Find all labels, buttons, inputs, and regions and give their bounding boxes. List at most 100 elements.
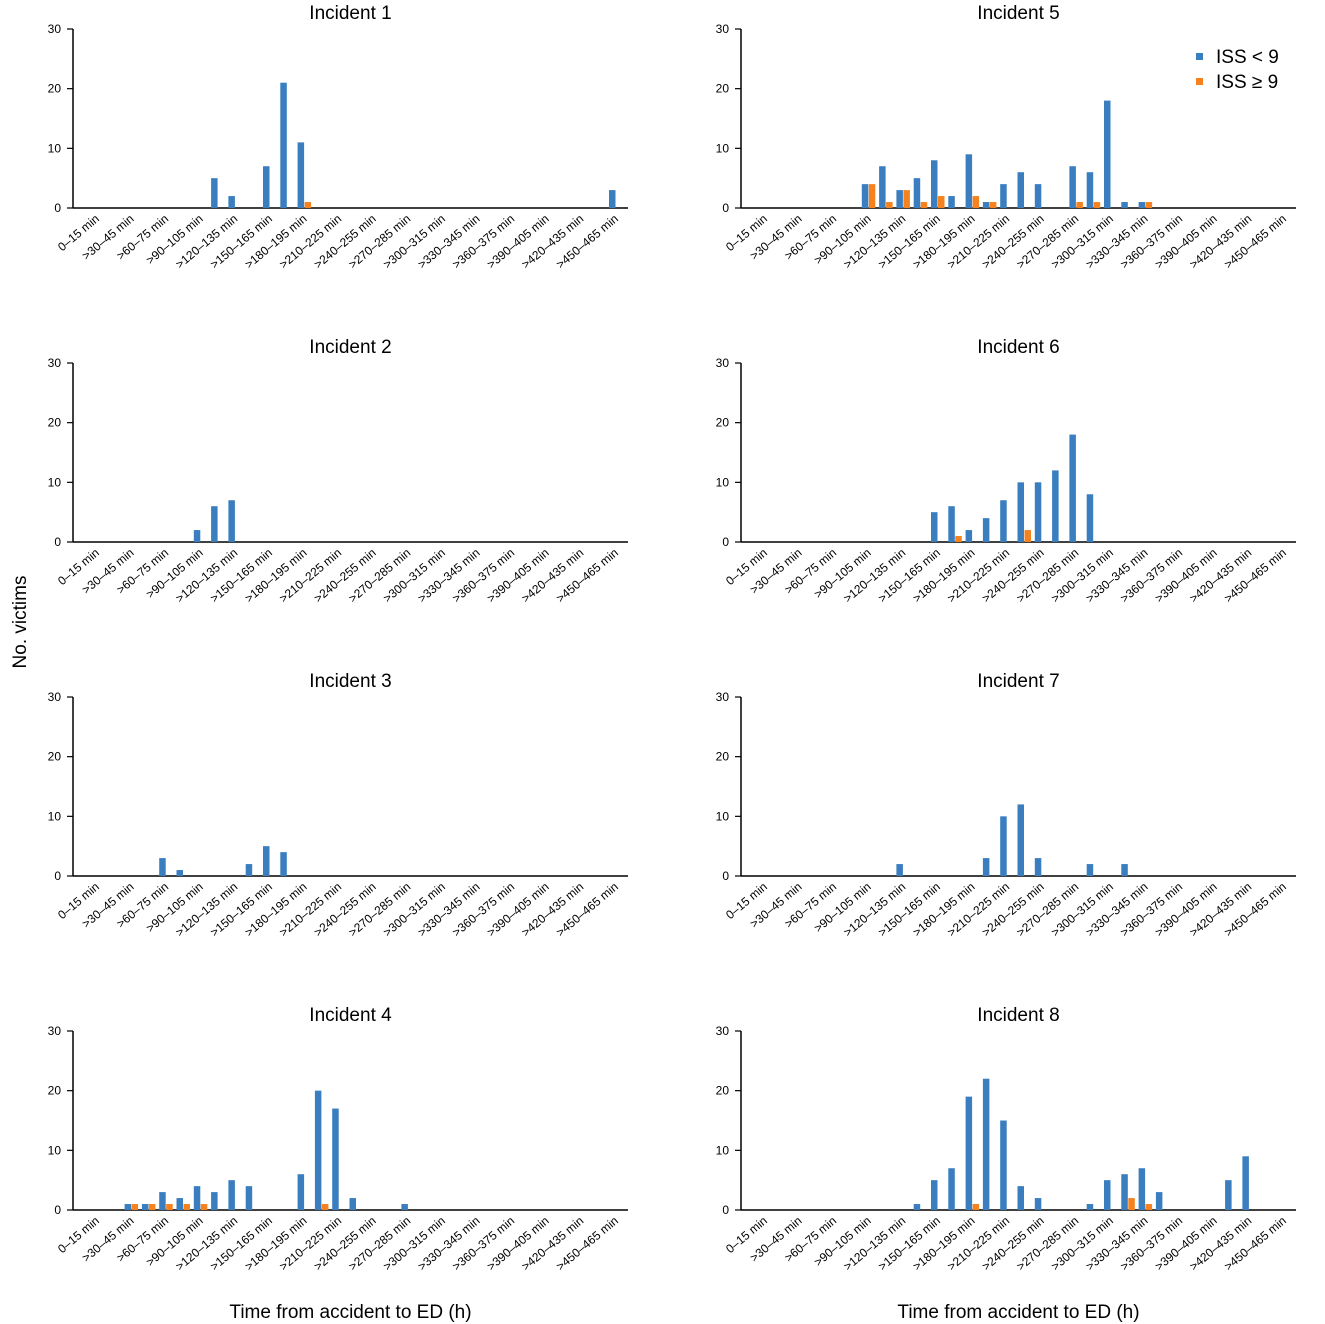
y-tick-label: 0 bbox=[54, 869, 61, 883]
bar bbox=[609, 190, 616, 208]
y-tick-label: 20 bbox=[716, 1084, 730, 1098]
y-tick-label: 30 bbox=[48, 22, 62, 36]
y-tick-label: 30 bbox=[716, 1024, 730, 1038]
y-tick-label: 30 bbox=[716, 690, 730, 704]
bar bbox=[920, 202, 928, 208]
bar bbox=[245, 864, 253, 876]
bar bbox=[1000, 816, 1007, 876]
bar bbox=[228, 196, 235, 208]
bar bbox=[1069, 434, 1076, 542]
bar bbox=[1017, 804, 1024, 876]
chart-title: Incident 4 bbox=[309, 1005, 392, 1026]
bar bbox=[879, 166, 886, 208]
bar bbox=[1017, 172, 1024, 208]
bar bbox=[297, 1174, 305, 1210]
y-tick-label: 30 bbox=[48, 1024, 62, 1038]
bar bbox=[211, 178, 218, 208]
bar bbox=[314, 1090, 322, 1210]
bar bbox=[211, 506, 218, 542]
bar bbox=[297, 142, 305, 208]
bar bbox=[1076, 202, 1083, 208]
y-tick-label: 0 bbox=[722, 201, 729, 215]
bar bbox=[1034, 858, 1042, 876]
bar bbox=[1121, 864, 1128, 876]
bar bbox=[200, 1204, 208, 1210]
bar bbox=[176, 1198, 183, 1210]
bar bbox=[1000, 184, 1007, 208]
y-tick-label: 0 bbox=[722, 535, 729, 549]
x-tick-label: >450–465 min bbox=[553, 1214, 621, 1274]
bar bbox=[989, 202, 997, 208]
bar bbox=[931, 512, 938, 542]
bar bbox=[1000, 500, 1007, 542]
bar bbox=[1121, 202, 1128, 208]
bar bbox=[1052, 470, 1059, 542]
chart-title: Incident 5 bbox=[977, 3, 1059, 24]
bar bbox=[1086, 864, 1094, 876]
bar bbox=[159, 1192, 166, 1210]
bar bbox=[1138, 1168, 1146, 1210]
bar bbox=[1086, 494, 1094, 542]
bar bbox=[1242, 1156, 1249, 1210]
y-tick-label: 10 bbox=[48, 141, 62, 155]
bar bbox=[972, 1204, 980, 1210]
bar bbox=[861, 184, 869, 208]
y-tick-label: 30 bbox=[48, 356, 62, 370]
bar bbox=[183, 1204, 190, 1210]
bar bbox=[228, 1180, 235, 1210]
chart-title: Incident 6 bbox=[977, 337, 1059, 358]
bar bbox=[1093, 202, 1101, 208]
x-axis-label: Time from accident to ED (h) bbox=[897, 1302, 1139, 1323]
chart-title: Incident 7 bbox=[977, 671, 1059, 692]
bar bbox=[903, 190, 910, 208]
bar bbox=[1128, 1198, 1135, 1210]
bar bbox=[1104, 1180, 1111, 1210]
bar bbox=[332, 1108, 339, 1210]
bar bbox=[349, 1198, 356, 1210]
chart-title: Incident 8 bbox=[977, 1005, 1059, 1026]
bar bbox=[280, 852, 287, 876]
y-tick-label: 0 bbox=[722, 1203, 729, 1217]
bar bbox=[913, 1204, 921, 1210]
x-tick-label: >450–465 min bbox=[1221, 212, 1289, 272]
bar bbox=[1000, 1120, 1007, 1210]
bar bbox=[401, 1204, 408, 1210]
y-tick-label: 20 bbox=[48, 750, 62, 764]
bar bbox=[1034, 184, 1042, 208]
bar bbox=[176, 870, 183, 876]
y-tick-label: 20 bbox=[716, 750, 730, 764]
bar bbox=[211, 1192, 218, 1210]
bar bbox=[1104, 100, 1111, 208]
bar bbox=[965, 1096, 973, 1210]
chart-title: Incident 2 bbox=[309, 337, 391, 358]
chart-title: Incident 1 bbox=[309, 3, 391, 24]
x-axis-label: Time from accident to ED (h) bbox=[229, 1302, 471, 1323]
y-tick-label: 30 bbox=[716, 356, 730, 370]
bar bbox=[1145, 1204, 1153, 1210]
bar bbox=[1017, 482, 1024, 542]
y-tick-label: 10 bbox=[716, 809, 730, 823]
x-tick-label: >450–465 min bbox=[1221, 546, 1289, 606]
y-tick-label: 30 bbox=[716, 22, 730, 36]
y-tick-label: 0 bbox=[722, 869, 729, 883]
bar bbox=[193, 530, 201, 542]
y-tick-label: 20 bbox=[48, 82, 62, 96]
bar bbox=[886, 202, 893, 208]
bar bbox=[1069, 166, 1076, 208]
bar bbox=[1024, 530, 1031, 542]
bar bbox=[896, 864, 903, 876]
bar bbox=[982, 202, 990, 208]
bar bbox=[1034, 1198, 1042, 1210]
bar bbox=[1121, 1174, 1128, 1210]
x-tick-label: >450–465 min bbox=[1221, 1214, 1289, 1274]
bar bbox=[321, 1204, 329, 1210]
bar bbox=[972, 196, 980, 208]
y-tick-label: 10 bbox=[716, 1143, 730, 1157]
bar bbox=[938, 196, 945, 208]
bar bbox=[965, 154, 973, 208]
bar bbox=[141, 1204, 149, 1210]
x-tick-label: >450–465 min bbox=[553, 212, 621, 272]
bar bbox=[931, 160, 938, 208]
x-tick-label: >450–465 min bbox=[1221, 880, 1289, 940]
